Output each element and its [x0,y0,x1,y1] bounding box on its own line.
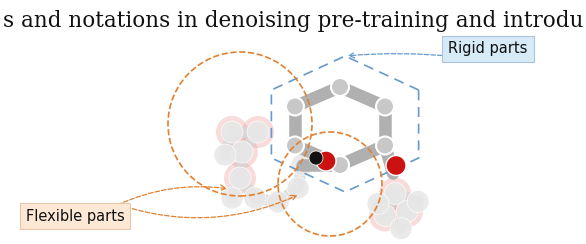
Circle shape [376,98,394,115]
Circle shape [384,183,406,204]
Text: Rigid parts: Rigid parts [448,41,527,57]
Circle shape [242,116,274,148]
Circle shape [224,162,256,194]
Circle shape [221,187,243,209]
Circle shape [214,144,236,166]
Text: s and notations in denoising pre-training and introdu: s and notations in denoising pre-trainin… [3,10,583,32]
Circle shape [221,121,243,143]
Circle shape [331,78,349,96]
Circle shape [309,151,323,165]
Circle shape [244,187,266,209]
Circle shape [316,151,336,171]
Circle shape [390,217,412,240]
Circle shape [229,167,251,189]
Circle shape [247,121,269,143]
Circle shape [386,155,406,175]
Circle shape [396,201,418,223]
Circle shape [374,204,396,226]
Circle shape [231,141,253,163]
Circle shape [286,98,304,115]
Circle shape [379,177,411,210]
Circle shape [391,195,423,227]
Circle shape [369,200,401,232]
Circle shape [376,136,394,154]
Circle shape [286,136,304,154]
Circle shape [367,193,389,214]
Circle shape [331,156,349,174]
Circle shape [226,136,258,168]
Circle shape [287,177,309,199]
Circle shape [291,154,313,176]
Circle shape [216,116,248,148]
Circle shape [267,191,289,213]
Circle shape [407,191,429,213]
Text: Flexible parts: Flexible parts [26,209,124,224]
